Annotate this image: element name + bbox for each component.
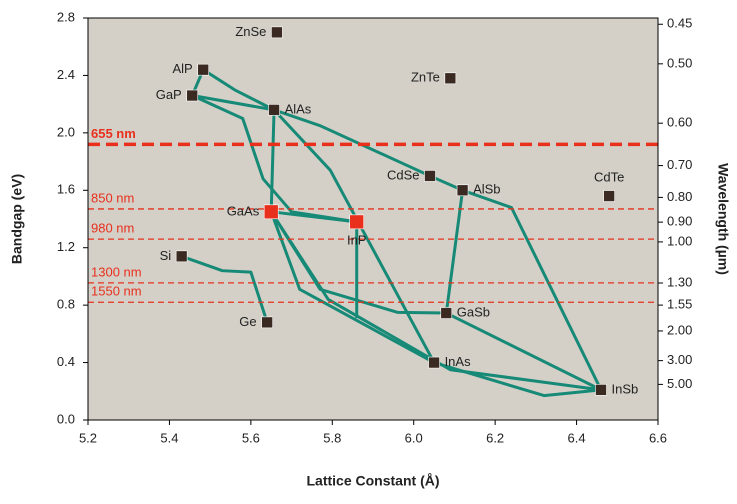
- x-axis-title: Lattice Constant (Å): [307, 473, 440, 489]
- plot-frame: [87, 17, 659, 421]
- point-label: InSb: [612, 381, 639, 396]
- x-tick-label: 6.4: [568, 430, 586, 445]
- point-label: Si: [160, 248, 172, 263]
- point-label: ZnTe: [411, 70, 440, 85]
- y-tick-label: 1.6: [57, 182, 75, 197]
- plot-area: [88, 18, 658, 420]
- point-label: CdSe: [387, 167, 420, 182]
- y-tick-label: 0.0: [57, 411, 75, 426]
- y2-tick-label: 0.60: [667, 115, 692, 130]
- reference-label: 850 nm: [91, 190, 134, 205]
- point: [349, 214, 365, 230]
- x-tick-label: 6.2: [486, 430, 504, 445]
- y2-tick-label: 3.00: [667, 352, 692, 367]
- alloy-curve: [269, 109, 276, 212]
- x-tick-label: 5.8: [323, 430, 341, 445]
- point: [197, 63, 210, 76]
- alloy-curve: [202, 68, 275, 112]
- y2-tick-label: 0.70: [667, 157, 692, 172]
- alloy-curve: [444, 190, 465, 314]
- y2-tick-label: 0.90: [667, 214, 692, 229]
- point-label: GaSb: [457, 304, 490, 319]
- point-label: GaP: [156, 87, 182, 102]
- point: [456, 184, 469, 197]
- alloy-curve: [271, 210, 357, 224]
- point: [444, 72, 457, 85]
- point: [175, 250, 188, 263]
- point: [268, 104, 280, 116]
- y2-tick-label: 2.00: [667, 322, 692, 337]
- point-label: GaAs: [227, 203, 260, 218]
- y2-axis-title: Wavelength (µm): [715, 163, 731, 275]
- point-label: InAs: [445, 354, 472, 369]
- alloy-curve: [269, 211, 447, 315]
- y2-tick-label: 5.00: [667, 376, 692, 391]
- point-label: InP: [347, 232, 367, 247]
- point-label: AlAs: [285, 101, 312, 116]
- alloy-curve: [191, 94, 275, 112]
- reference-label: 980 nm: [91, 221, 134, 236]
- point: [186, 89, 199, 102]
- y-tick-label: 0.4: [57, 354, 75, 369]
- point-label: Ge: [239, 314, 256, 329]
- point: [424, 170, 436, 182]
- y2-tick-label: 1.55: [667, 297, 692, 312]
- x-tick-label: 6.0: [405, 430, 423, 445]
- alloy-curve: [433, 361, 602, 398]
- point-label: CdTe: [594, 169, 624, 184]
- y-tick-label: 1.2: [57, 239, 75, 254]
- point: [440, 307, 453, 319]
- y2-tick-label: 0.45: [667, 16, 692, 31]
- alloy-curve: [269, 211, 435, 364]
- x-tick-label: 5.2: [79, 430, 97, 445]
- point-label: AlP: [172, 61, 192, 76]
- alloy-curve: [445, 311, 602, 392]
- alloy-curve: [181, 254, 269, 323]
- y-axis-title: Bandgap (eV): [9, 174, 25, 264]
- point: [271, 26, 283, 39]
- point: [261, 316, 273, 329]
- y-tick-label: 2.4: [57, 67, 75, 82]
- point: [428, 356, 440, 369]
- x-tick-label: 5.4: [160, 430, 178, 445]
- y-tick-label: 2.0: [57, 124, 75, 139]
- reference-label: 655 nm: [91, 126, 136, 141]
- alloy-curve: [191, 94, 357, 224]
- point-label: AlSb: [473, 182, 500, 197]
- y2-tick-label: 1.30: [667, 274, 692, 289]
- point-label: ZnSe: [235, 24, 266, 39]
- alloy-curve: [273, 108, 464, 192]
- y2-tick-label: 0.50: [667, 55, 692, 70]
- alloy-curve: [272, 108, 436, 364]
- alloy-curve: [462, 188, 603, 391]
- y2-tick-label: 0.80: [667, 189, 692, 204]
- point: [263, 204, 279, 220]
- y2-tick-label: 1.00: [667, 233, 692, 248]
- x-tick-label: 6.6: [649, 430, 667, 445]
- x-tick-label: 5.6: [242, 430, 260, 445]
- y-tick-label: 0.8: [57, 297, 75, 312]
- reference-label: 1300 nm: [91, 264, 142, 279]
- reference-label: 1550 nm: [91, 284, 142, 299]
- y-tick-label: 2.8: [57, 9, 75, 24]
- point: [595, 384, 607, 396]
- point: [603, 190, 615, 202]
